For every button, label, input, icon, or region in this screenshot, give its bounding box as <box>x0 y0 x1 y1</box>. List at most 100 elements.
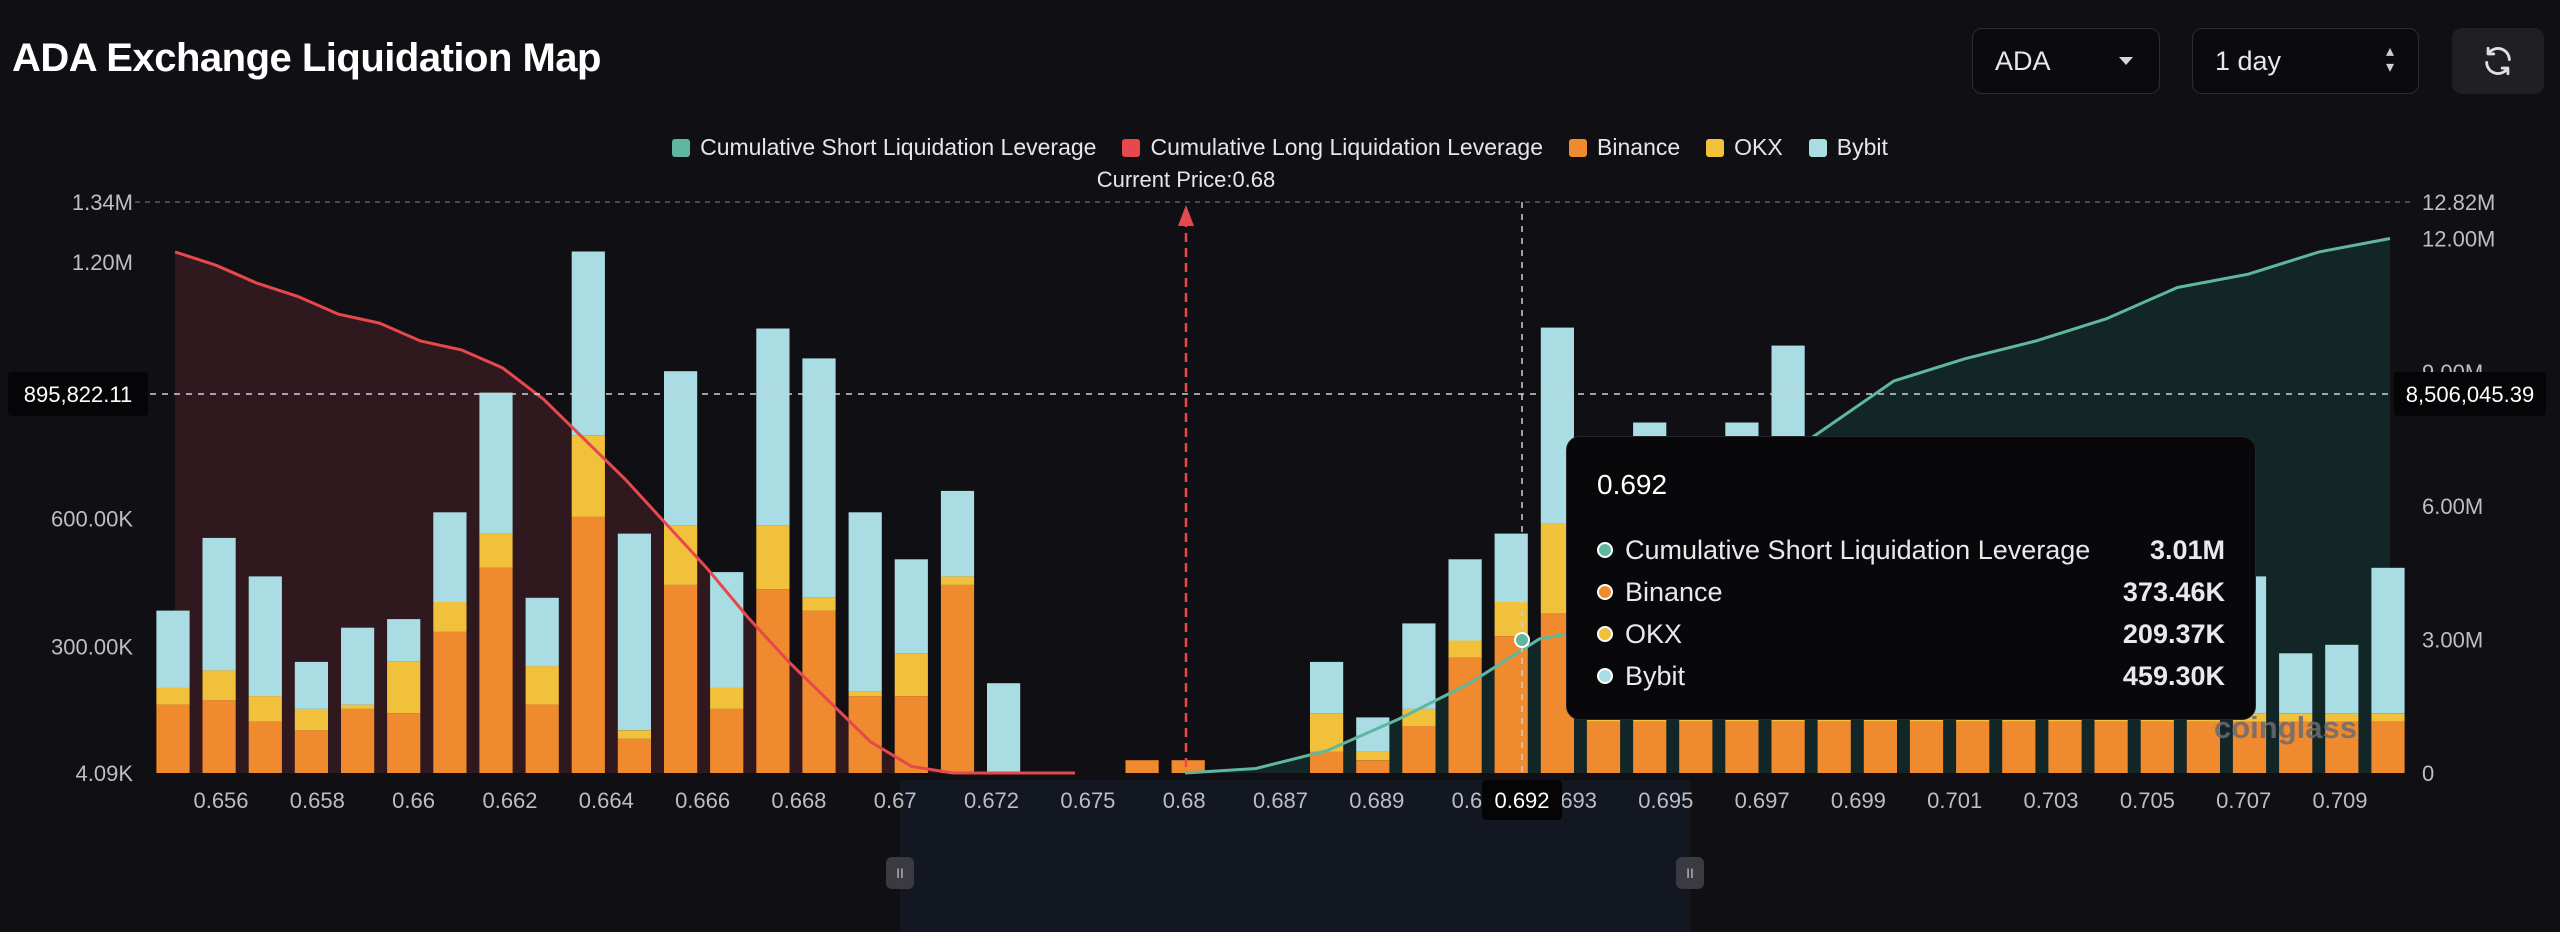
coin-select-value: ADA <box>1995 45 2051 76</box>
bybit-bar <box>848 512 882 692</box>
legend-item-long[interactable]: Cumulative Long Liquidation Leverage <box>1122 134 1543 161</box>
period-select-value: 1 day <box>2215 45 2282 76</box>
binance-bar <box>2002 721 2036 773</box>
binance-bar <box>1310 751 1344 773</box>
range-handle-left[interactable]: II <box>886 857 914 889</box>
bybit-bar <box>1402 623 1436 709</box>
bybit-bar <box>341 627 375 705</box>
series-dot <box>1597 584 1613 600</box>
binance-bar <box>294 730 328 773</box>
binance-bar <box>1817 721 1851 773</box>
legend-swatch <box>1706 138 1725 157</box>
binance-bar <box>1633 721 1667 773</box>
tooltip-value: 459.30K <box>2122 660 2225 691</box>
legend-label: Cumulative Long Liquidation Leverage <box>1150 134 1544 160</box>
x-tick-label: 0.699 <box>1831 788 1886 813</box>
legend-item-binance[interactable]: Binance <box>1569 134 1680 161</box>
okx-bar <box>2325 713 2359 722</box>
bar-group <box>2002 713 2036 773</box>
x-tick-label: 0.67 <box>874 788 917 813</box>
period-select[interactable]: 1 day ▴ ▾ <box>2192 28 2419 94</box>
legend-item-short[interactable]: Cumulative Short Liquidation Leverage <box>672 134 1096 161</box>
bybit-bar <box>248 576 282 697</box>
bar-group <box>848 512 882 773</box>
crosshair-left-label-bg <box>8 372 148 416</box>
page-title: ADA Exchange Liquidation Map <box>12 36 602 80</box>
tooltip-label: OKX <box>1625 618 1683 649</box>
long-liquidation-line <box>174 250 1075 775</box>
okx-bar <box>479 533 513 568</box>
chart-legend: Cumulative Short Liquidation Leverage Cu… <box>0 134 2560 161</box>
x-tick-label: 0.695 <box>1638 788 1693 813</box>
binance-bar <box>2325 721 2359 773</box>
binance-bar <box>2186 721 2220 773</box>
binance-bar <box>387 713 421 773</box>
bar-group <box>1494 533 1528 773</box>
legend-item-okx[interactable]: OKX <box>1706 134 1783 161</box>
chevron-down-icon <box>2119 57 2133 65</box>
bybit-bar <box>571 251 605 436</box>
bar-group <box>1310 661 1344 773</box>
bar-group <box>1863 713 1897 773</box>
binance-bar <box>1125 760 1159 773</box>
bar-group <box>987 683 1021 773</box>
bybit-bar <box>617 533 651 731</box>
binance-bar <box>894 696 928 773</box>
binance-bar <box>1402 726 1436 773</box>
x-tick-label: 0.701 <box>1927 788 1982 813</box>
bar-group <box>479 392 513 773</box>
y-left-tick-label: 600.00K <box>51 506 133 531</box>
bar-group <box>2325 644 2359 773</box>
bar-group <box>1586 713 1621 773</box>
x-tick-label: 0.68 <box>1163 788 1206 813</box>
legend-label: OKX <box>1734 134 1783 160</box>
tooltip-row: OKX 209.37K <box>1597 613 2225 655</box>
legend-item-bybit[interactable]: Bybit <box>1808 134 1888 161</box>
okx-bar <box>2279 713 2313 722</box>
series-dot <box>1597 626 1613 642</box>
bybit-bar <box>433 512 467 603</box>
bybit-bar <box>1494 533 1528 602</box>
legend-label: Cumulative Short Liquidation Leverage <box>700 134 1097 160</box>
refresh-button[interactable] <box>2452 28 2544 94</box>
binance-bar <box>1679 721 1713 773</box>
x-tick-label: 0.672 <box>964 788 1019 813</box>
binance-bar <box>571 516 605 773</box>
binance-bar <box>2140 721 2174 773</box>
y-right-tick-label: 12.00M <box>2422 227 2495 252</box>
x-tick-label: 0.664 <box>579 788 634 813</box>
tooltip-value: 209.37K <box>2122 618 2225 649</box>
x-tick-label: 0.709 <box>2312 788 2367 813</box>
range-handle-right[interactable]: II <box>1676 857 1704 889</box>
bybit-bar <box>2279 653 2313 714</box>
crosshair-right-label-bg <box>2394 372 2546 416</box>
binance-bar <box>1586 721 1621 773</box>
bybit-bar <box>664 371 698 526</box>
bar-group <box>294 661 328 773</box>
bar-group <box>1679 713 1713 773</box>
x-tick-label: 0.703 <box>2023 788 2078 813</box>
bybit-bar <box>940 490 975 577</box>
bar-group <box>571 251 605 773</box>
okx-bar <box>1448 640 1482 658</box>
tooltip-label: Bybit <box>1625 660 1686 691</box>
binance-bar <box>710 708 744 773</box>
bar-group <box>1909 713 1944 773</box>
binance-bar <box>2048 721 2082 773</box>
bar-group <box>2371 567 2405 773</box>
coin-select[interactable]: ADA <box>1972 28 2160 94</box>
bar-group <box>2094 713 2128 773</box>
tooltip-value: 373.46K <box>2122 576 2225 607</box>
x-tick-label: 0.666 <box>675 788 730 813</box>
refresh-icon <box>2485 46 2511 76</box>
okx-bar <box>433 602 467 632</box>
bar-group <box>156 610 190 773</box>
x-tick-label: 0.662 <box>482 788 537 813</box>
bybit-bar <box>1310 661 1344 714</box>
bar-group <box>2279 653 2313 773</box>
x-tick-label: 0.658 <box>290 788 345 813</box>
bar-group <box>202 537 236 773</box>
bar-group <box>1817 713 1851 773</box>
crosshair-right-label: 8,506,045.39 <box>2406 382 2534 407</box>
x-tick-label: 0.689 <box>1349 788 1404 813</box>
